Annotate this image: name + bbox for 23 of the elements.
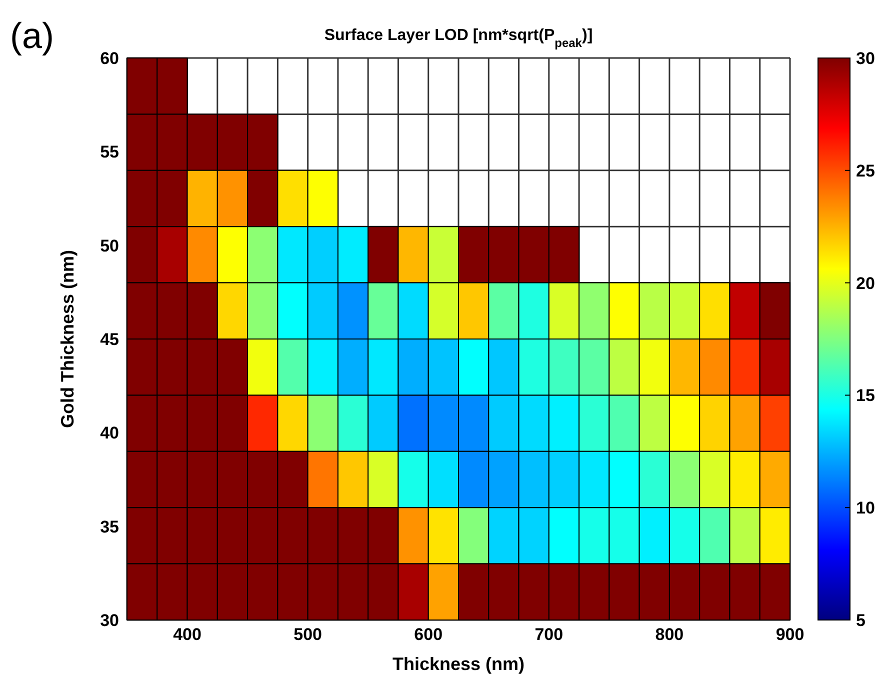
color-bar-label: 30 <box>856 49 875 68</box>
color-bar-label: 25 <box>856 161 875 180</box>
y-axis-title: Gold Thickness (nm) <box>57 250 78 428</box>
x-tick-label: 600 <box>414 625 443 644</box>
y-tick-label: 55 <box>100 142 119 162</box>
y-tick-label: 30 <box>100 611 119 630</box>
y-tick-label: 35 <box>100 517 119 536</box>
x-tick-label: 800 <box>655 625 684 644</box>
x-tick-label: 900 <box>776 625 804 644</box>
x-axis-title: Thickness (nm) <box>392 654 525 674</box>
x-tick-label: 400 <box>173 625 202 644</box>
color-bar-label: 20 <box>856 274 875 293</box>
text: (a) <box>10 15 54 56</box>
color-bar-label: 15 <box>856 386 875 406</box>
y-tick-label: 40 <box>100 424 119 443</box>
y-tick-label: 45 <box>100 330 119 350</box>
chart-title: Surface Layer LOD [nm*sqrt(P$_{peak}$)] <box>324 27 593 50</box>
color-bar-label: 10 <box>856 498 875 518</box>
x-tick-label: 700 <box>534 625 564 644</box>
y-tick-label: 60 <box>100 49 119 68</box>
x-tick-label: 500 <box>294 625 322 644</box>
color-bar-label: 5 <box>856 611 866 630</box>
y-tick-label: 50 <box>100 236 119 256</box>
